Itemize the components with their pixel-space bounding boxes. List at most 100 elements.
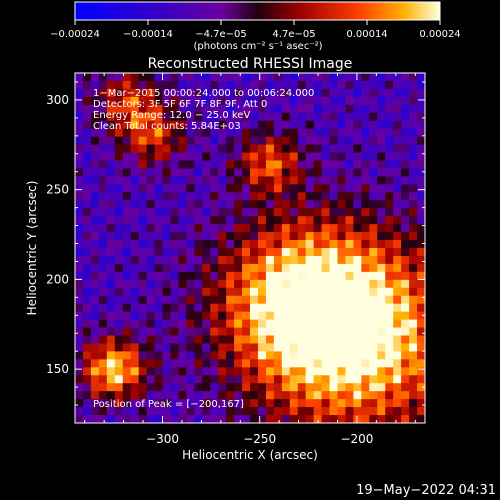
heatmap-cell [257, 375, 267, 384]
heatmap-cell [226, 271, 235, 281]
heatmap-cell [361, 120, 370, 130]
heatmap-cell [409, 104, 418, 114]
heatmap-cell [273, 287, 283, 297]
heatmap-cell [106, 279, 116, 289]
heatmap-cell [90, 73, 100, 82]
heatmap-cell [361, 359, 370, 368]
heatmap-cell [297, 104, 307, 114]
heatmap-cell [289, 351, 299, 360]
heatmap-cell [186, 415, 195, 423]
heatmap-cell [257, 96, 267, 106]
heatmap-cell [305, 96, 315, 106]
heatmap-cell [265, 168, 275, 177]
heatmap-cell [146, 224, 156, 233]
heatmap-cell [409, 96, 418, 106]
heatmap-cell [257, 136, 267, 146]
heatmap-cell [242, 248, 251, 257]
heatmap-cell [369, 136, 378, 146]
heatmap-cell [146, 319, 156, 329]
heatmap-cell [146, 263, 156, 273]
heatmap-cell [361, 208, 370, 217]
heatmap-cell [385, 192, 394, 201]
heatmap-cell [234, 383, 243, 392]
heatmap-cell [393, 303, 402, 313]
heatmap-cell [369, 152, 378, 162]
heatmap-cell [401, 128, 410, 138]
heatmap-cell [114, 216, 124, 225]
heatmap-cell [353, 375, 362, 384]
heatmap-cell [234, 128, 243, 138]
heatmap-cell [353, 144, 362, 154]
heatmap-cell [122, 311, 132, 321]
heatmap-cell [178, 80, 187, 90]
heatmap-cell [393, 279, 402, 289]
heatmap-cell [106, 271, 116, 281]
heatmap-cell [281, 383, 291, 392]
heatmap-cell [186, 359, 195, 368]
heatmap-cell [265, 208, 275, 217]
heatmap-cell [218, 319, 227, 329]
heatmap-cell [313, 327, 323, 337]
heatmap-cell [305, 295, 315, 305]
heatmap-cell [409, 208, 418, 217]
heatmap-cell [162, 383, 172, 392]
heatmap-cell [353, 96, 362, 106]
heatmap-cell [329, 128, 339, 138]
heatmap-cell [154, 399, 164, 408]
heatmap-cell [329, 248, 339, 257]
heatmap-cell [90, 359, 100, 368]
heatmap-cell [281, 375, 291, 384]
heatmap-cell [218, 287, 227, 297]
heatmap-cell [385, 80, 394, 90]
heatmap-cell [138, 128, 148, 138]
heatmap-cell [369, 407, 378, 416]
heatmap-cell [250, 120, 259, 130]
heatmap-cell [202, 263, 211, 273]
heatmap-cell [194, 343, 203, 352]
heatmap-cell [98, 343, 108, 352]
heatmap-cell [210, 112, 219, 122]
heatmap-cell [130, 240, 140, 249]
heatmap-cell [361, 375, 370, 384]
heatmap-cell [313, 248, 323, 257]
heatmap-cell [75, 407, 84, 416]
heatmap-cell [265, 263, 275, 273]
heatmap-cell [385, 311, 394, 321]
heatmap-cell [242, 415, 251, 423]
heatmap-cell [234, 263, 243, 273]
heatmap-cell [98, 351, 108, 360]
heatmap-cell [297, 375, 307, 384]
heatmap-cell [234, 208, 243, 217]
heatmap-cell [409, 248, 418, 257]
heatmap-cell [265, 415, 275, 423]
heatmap-cell [234, 184, 243, 193]
heatmap-cell [265, 399, 275, 408]
heatmap-cell [369, 279, 378, 289]
heatmap-cell [289, 120, 299, 130]
heatmap-cell [385, 279, 394, 289]
heatmap-cell [305, 216, 315, 225]
heatmap-cell [250, 176, 259, 185]
heatmap-cell [154, 88, 164, 98]
heatmap-cell [289, 287, 299, 297]
heatmap-cell [313, 240, 323, 249]
heatmap-cell [218, 263, 227, 273]
heatmap-cell [369, 399, 378, 408]
heatmap-cell [250, 311, 259, 321]
heatmap-cell [377, 120, 386, 130]
heatmap-cell [226, 279, 235, 289]
heatmap-cell [297, 240, 307, 249]
heatmap-cell [393, 168, 402, 177]
heatmap-cell [82, 359, 92, 368]
heatmap-cell [90, 144, 100, 154]
heatmap-cell [297, 120, 307, 130]
heatmap-cell [297, 160, 307, 170]
heatmap-cell [385, 200, 394, 209]
heatmap-cell [353, 383, 362, 392]
heatmap-cell [361, 327, 370, 337]
heatmap-cell [75, 240, 84, 249]
heatmap-cell [289, 80, 299, 90]
heatmap-cell [369, 73, 378, 82]
heatmap-cell [361, 168, 370, 177]
heatmap-cell [122, 152, 132, 162]
